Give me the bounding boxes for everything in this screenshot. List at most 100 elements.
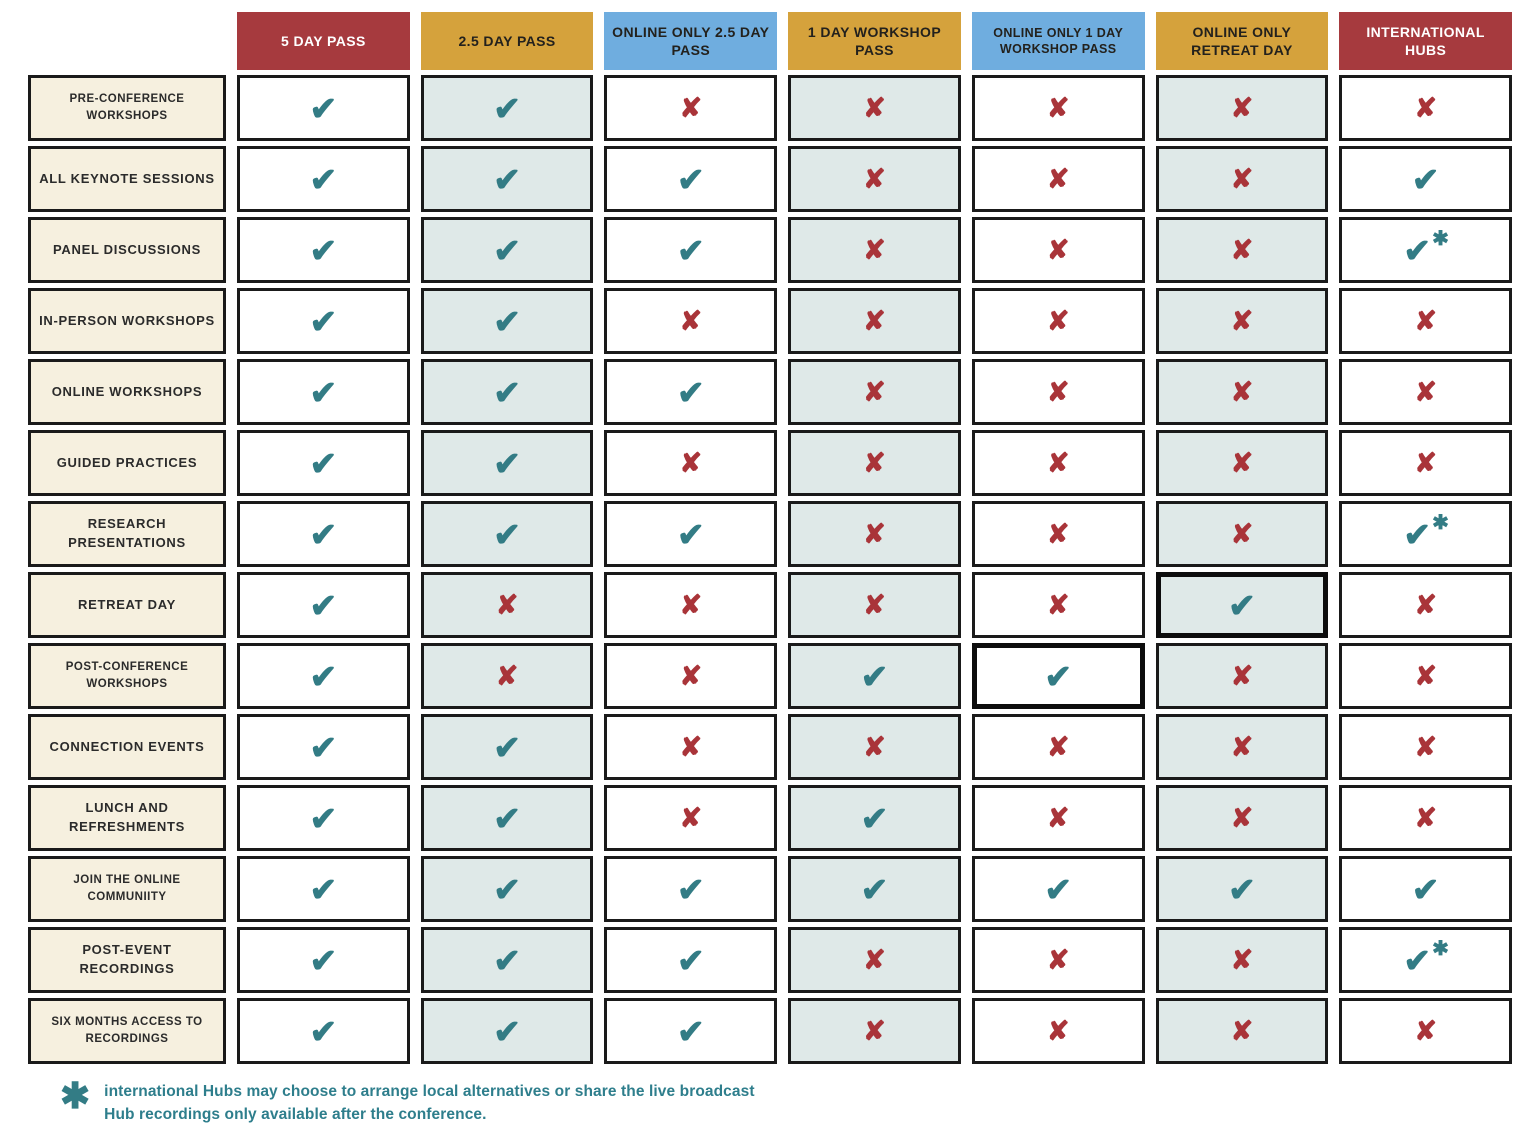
- x-icon: ✘: [863, 234, 886, 265]
- x-icon: ✘: [863, 731, 886, 762]
- check-icon: ✔: [309, 586, 338, 624]
- x-icon: ✘: [1046, 731, 1070, 762]
- cell-all-keynote-sessions--1-day-workshop-pass: ✘: [788, 146, 961, 212]
- check-icon: ✔: [1228, 586, 1256, 624]
- cell-join-the-online-communiity--online-only-2-5-day-pass: ✔: [604, 856, 778, 922]
- cell-research-presentations--online-only-1-day-workshop-pass: ✘: [971, 501, 1145, 567]
- cell-panel-discussions--online-only-2-5-day-pass: ✔: [604, 217, 778, 283]
- check-icon: ✔: [309, 444, 338, 482]
- x-icon: ✘: [1230, 234, 1254, 265]
- x-icon: ✘: [1046, 518, 1070, 549]
- x-icon: ✘: [863, 589, 886, 620]
- cell-post-event-recordings--2-5-day-pass: ✔: [420, 927, 594, 993]
- check-icon: ✔: [309, 657, 338, 695]
- cell-pre-conference-workshops--online-only-2-5-day-pass: ✘: [604, 75, 778, 141]
- cell-connection-events--online-only-1-day-workshop-pass: ✘: [971, 714, 1145, 780]
- cell-all-keynote-sessions--online-only-1-day-workshop-pass: ✘: [971, 146, 1145, 212]
- x-icon: ✘: [1046, 589, 1070, 620]
- cell-online-workshops--online-only-retreat-day: ✘: [1155, 359, 1329, 425]
- cell-all-keynote-sessions--online-only-2-5-day-pass: ✔: [604, 146, 778, 212]
- cell-research-presentations--online-only-retreat-day: ✘: [1155, 501, 1329, 567]
- cell-guided-practices--online-only-1-day-workshop-pass: ✘: [971, 430, 1145, 496]
- check-icon: ✔: [1411, 870, 1440, 908]
- cell-lunch-and-refreshments--international-hubs: ✘: [1339, 785, 1512, 851]
- cell-guided-practices--international-hubs: ✘: [1339, 430, 1512, 496]
- cell-guided-practices--1-day-workshop-pass: ✘: [788, 430, 961, 496]
- x-icon: ✘: [863, 518, 886, 549]
- cell-post-event-recordings--online-only-retreat-day: ✘: [1155, 927, 1329, 993]
- cell-in-person-workshops--online-only-1-day-workshop-pass: ✘: [971, 288, 1145, 354]
- cell-six-months-access-to-recordings--online-only-retreat-day: ✘: [1155, 998, 1329, 1064]
- x-icon: ✘: [1414, 660, 1437, 691]
- check-icon: ✔: [493, 799, 521, 837]
- x-icon: ✘: [1046, 234, 1070, 265]
- x-icon: ✘: [863, 92, 886, 123]
- cell-connection-events--online-only-retreat-day: ✘: [1155, 714, 1329, 780]
- cell-join-the-online-communiity--5-day-pass: ✔: [237, 856, 410, 922]
- x-icon: ✘: [1046, 1015, 1070, 1046]
- cell-connection-events--online-only-2-5-day-pass: ✘: [604, 714, 778, 780]
- row-label-retreat-day: RETREAT DAY: [28, 572, 226, 638]
- column-header-online-only-retreat-day: ONLINE ONLY RETREAT DAY: [1155, 12, 1329, 70]
- check-icon: ✔: [860, 799, 889, 837]
- check-icon: ✔: [493, 89, 521, 127]
- check-icon: ✔: [309, 373, 338, 411]
- column-header-2-5-day-pass: 2.5 DAY PASS: [420, 12, 594, 70]
- cell-all-keynote-sessions--2-5-day-pass: ✔: [420, 146, 594, 212]
- cell-retreat-day--1-day-workshop-pass: ✘: [788, 572, 961, 638]
- cell-post-conference-workshops--1-day-workshop-pass: ✔: [788, 643, 961, 709]
- check-icon: ✔: [493, 870, 521, 908]
- x-icon: ✘: [1230, 305, 1254, 336]
- check-icon: ✔: [860, 870, 889, 908]
- x-icon: ✘: [1230, 447, 1254, 478]
- x-icon: ✘: [679, 802, 703, 833]
- check-icon: ✔: [493, 160, 521, 198]
- footnote-line-1: international Hubs may choose to arrange…: [104, 1083, 755, 1100]
- cell-research-presentations--online-only-2-5-day-pass: ✔: [604, 501, 778, 567]
- cell-six-months-access-to-recordings--international-hubs: ✘: [1339, 998, 1512, 1064]
- x-icon: ✘: [863, 447, 886, 478]
- cell-pre-conference-workshops--1-day-workshop-pass: ✘: [788, 75, 961, 141]
- cell-connection-events--2-5-day-pass: ✔: [420, 714, 594, 780]
- x-icon: ✘: [679, 731, 703, 762]
- check-icon: ✔: [309, 89, 338, 127]
- cell-post-conference-workshops--online-only-1-day-workshop-pass: ✔: [971, 643, 1145, 709]
- cell-retreat-day--5-day-pass: ✔: [237, 572, 410, 638]
- x-icon: ✘: [863, 376, 886, 407]
- check-icon: ✔: [309, 728, 338, 766]
- cell-online-workshops--2-5-day-pass: ✔: [420, 359, 594, 425]
- check-icon: ✔: [676, 160, 705, 198]
- cell-retreat-day--online-only-2-5-day-pass: ✘: [604, 572, 778, 638]
- cell-research-presentations--2-5-day-pass: ✔: [420, 501, 594, 567]
- table-corner-spacer: [28, 12, 226, 70]
- cell-panel-discussions--online-only-retreat-day: ✘: [1155, 217, 1329, 283]
- check-icon: ✔: [309, 1012, 338, 1050]
- cell-in-person-workshops--2-5-day-pass: ✔: [420, 288, 594, 354]
- cell-post-conference-workshops--online-only-retreat-day: ✘: [1155, 643, 1329, 709]
- x-icon: ✘: [1046, 305, 1070, 336]
- check-icon: ✔: [1403, 515, 1432, 553]
- cell-join-the-online-communiity--2-5-day-pass: ✔: [420, 856, 594, 922]
- cell-in-person-workshops--international-hubs: ✘: [1339, 288, 1512, 354]
- cell-join-the-online-communiity--international-hubs: ✔: [1339, 856, 1512, 922]
- x-icon: ✘: [1414, 589, 1437, 620]
- cell-retreat-day--2-5-day-pass: ✘: [420, 572, 594, 638]
- cell-post-event-recordings--international-hubs: ✔ ✱: [1339, 927, 1512, 993]
- column-header-international-hubs: INTERNATIONAL HUBS: [1339, 12, 1512, 70]
- cell-panel-discussions--1-day-workshop-pass: ✘: [788, 217, 961, 283]
- check-icon: ✔: [493, 515, 521, 553]
- cell-post-event-recordings--online-only-1-day-workshop-pass: ✘: [971, 927, 1145, 993]
- cell-retreat-day--international-hubs: ✘: [1339, 572, 1512, 638]
- cell-six-months-access-to-recordings--online-only-1-day-workshop-pass: ✘: [971, 998, 1145, 1064]
- cell-lunch-and-refreshments--2-5-day-pass: ✔: [420, 785, 594, 851]
- row-label-panel-discussions: PANEL DISCUSSIONS: [28, 217, 226, 283]
- cell-research-presentations--1-day-workshop-pass: ✘: [788, 501, 961, 567]
- cell-online-workshops--international-hubs: ✘: [1339, 359, 1512, 425]
- cell-six-months-access-to-recordings--2-5-day-pass: ✔: [420, 998, 594, 1064]
- cell-pre-conference-workshops--online-only-retreat-day: ✘: [1155, 75, 1329, 141]
- x-icon: ✘: [1046, 92, 1070, 123]
- asterisk-icon: ✱: [1432, 228, 1449, 250]
- row-label-online-workshops: ONLINE WORKSHOPS: [28, 359, 226, 425]
- asterisk-icon: ✱: [1432, 512, 1449, 534]
